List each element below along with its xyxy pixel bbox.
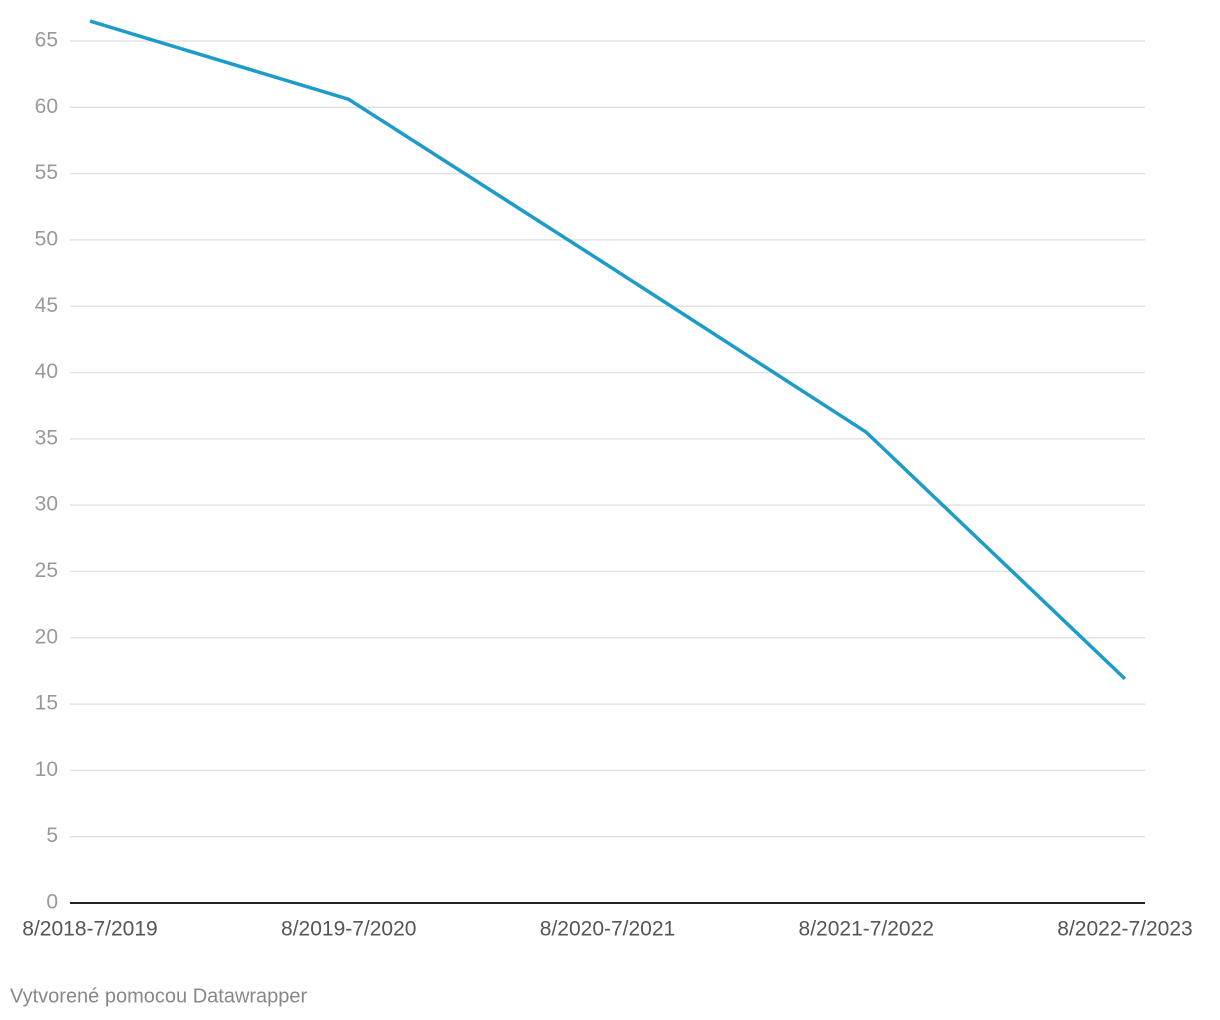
x-tick-label: 8/2018-7/2019 xyxy=(22,918,157,941)
y-tick-label: 40 xyxy=(35,360,58,383)
x-tick-label: 8/2020-7/2021 xyxy=(540,918,675,941)
y-tick-label: 55 xyxy=(35,161,58,184)
y-tick-label: 15 xyxy=(35,692,58,715)
y-tick-label: 60 xyxy=(35,95,58,118)
y-tick-label: 20 xyxy=(35,625,58,648)
y-tick-label: 65 xyxy=(35,29,58,52)
x-tick-label: 8/2021-7/2022 xyxy=(799,918,934,941)
y-tick-label: 35 xyxy=(35,426,58,449)
footer: Vytvorené pomocou Datawrapper xyxy=(10,985,308,1007)
y-tick-label: 5 xyxy=(46,824,58,847)
y-tick-label: 0 xyxy=(46,891,58,914)
y-tick-label: 10 xyxy=(35,758,58,781)
y-tick-label: 45 xyxy=(35,294,58,317)
x-tick-label: 8/2019-7/2020 xyxy=(281,918,416,941)
y-tick-label: 30 xyxy=(35,493,58,516)
y-tick-label: 50 xyxy=(35,227,58,250)
y-tick-label: 25 xyxy=(35,559,58,582)
x-tick-label: 8/2022-7/2023 xyxy=(1057,918,1192,941)
line xyxy=(89,19,1127,681)
